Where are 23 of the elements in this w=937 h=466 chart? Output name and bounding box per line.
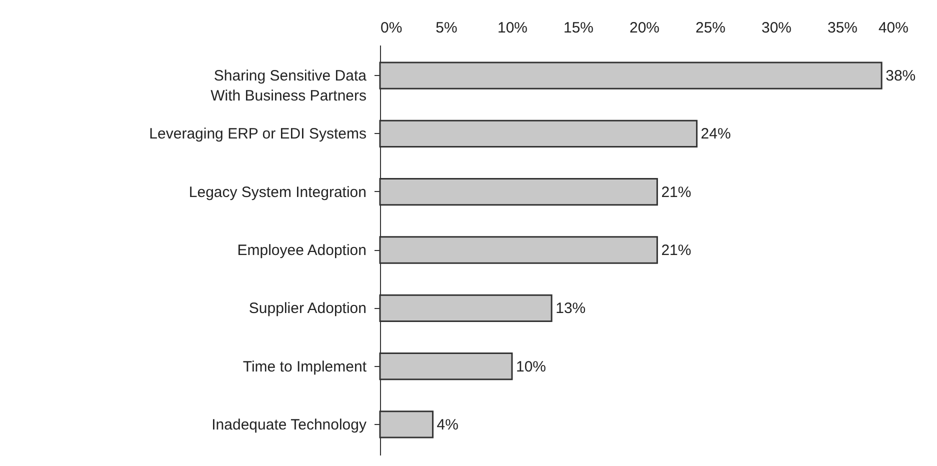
data-label: 38% [886, 68, 916, 85]
x-tick-label: 35% [827, 20, 858, 36]
y-tick-label: Supplier Adoption [248, 300, 366, 318]
x-tick-label: 25% [695, 20, 726, 36]
x-tick-label: 15% [563, 20, 594, 36]
x-tick-label: 20% [629, 20, 660, 36]
x-tick-label: 5% [436, 20, 458, 36]
data-label: 4% [436, 416, 458, 434]
y-tick-label: Inadequate Technology [212, 416, 367, 434]
y-tick-label: Leveraging ERP or EDI Systems [149, 126, 366, 143]
data-label: 21% [661, 184, 692, 201]
y-tick-label: Time to Implement [242, 358, 368, 376]
data-label: 21% [661, 242, 692, 259]
y-tick-label: Legacy System Integration [188, 184, 366, 201]
y-tick-label: Employee Adoption [237, 242, 366, 259]
data-label: 13% [556, 300, 586, 318]
x-tick-label: 30% [761, 20, 792, 36]
data-label: 10% [516, 358, 546, 376]
x-tick-label: 40% [878, 20, 908, 36]
x-tick-label: 10% [497, 20, 528, 36]
x-tick-label: 0% [380, 20, 402, 36]
data-label: 24% [700, 126, 731, 143]
y-tick-label: Sharing Sensitive Data With Business Partners [210, 68, 368, 105]
